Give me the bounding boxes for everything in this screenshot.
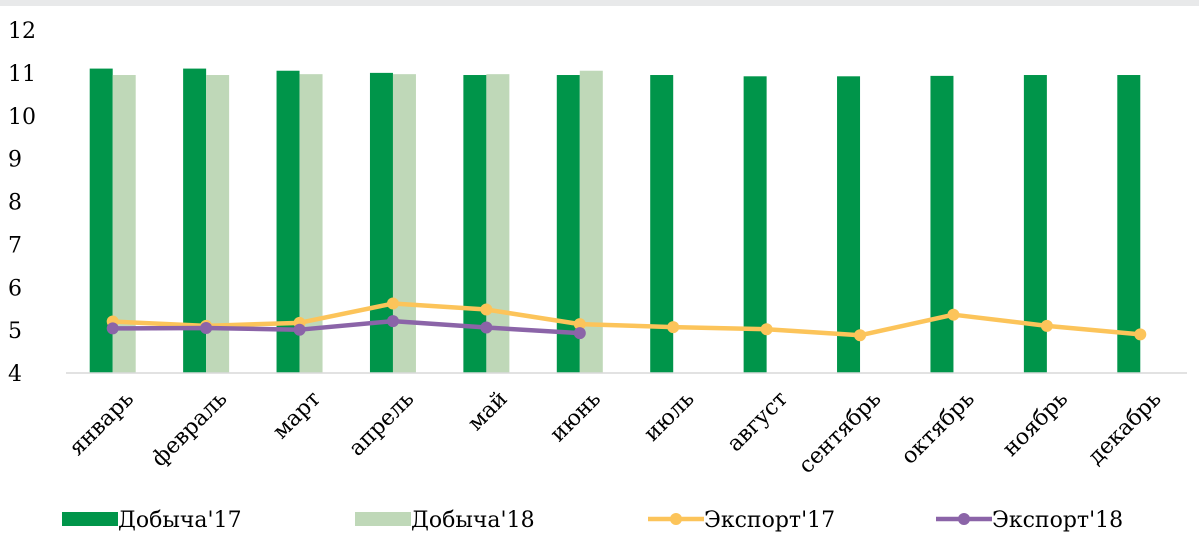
bar-dobycha17 <box>89 68 113 374</box>
bar-dobycha17 <box>276 70 300 373</box>
y-tick-label: 4 <box>8 362 22 387</box>
x-category-label: июнь <box>546 387 606 447</box>
bar-dobycha17 <box>183 68 207 374</box>
x-category-label: сентябрь <box>794 387 886 479</box>
bar-dobycha17 <box>837 76 861 374</box>
line-point <box>293 323 306 336</box>
series-line-eksport17 <box>110 301 1143 338</box>
x-category-label: январь <box>65 387 139 461</box>
legend-marker <box>958 513 970 525</box>
bar-dobycha18 <box>206 75 230 374</box>
line-point <box>573 327 586 340</box>
bar-dobycha17 <box>1117 75 1141 374</box>
bar-dobycha17 <box>556 75 580 374</box>
bar-dobycha17 <box>369 72 393 373</box>
line-point <box>1134 328 1147 341</box>
x-category-label: апрель <box>344 387 419 462</box>
legend-label: Добыча'18 <box>411 508 535 533</box>
line-point <box>480 321 493 334</box>
lines <box>106 297 1147 342</box>
bar-dobycha18 <box>299 74 323 373</box>
legend-label: Экспорт'17 <box>704 508 835 533</box>
line-point <box>386 297 399 310</box>
line-point <box>386 315 399 328</box>
x-category-label: июль <box>640 387 700 447</box>
bar-dobycha17 <box>463 75 487 374</box>
y-tick-label: 5 <box>8 319 22 344</box>
line-point <box>1040 319 1053 332</box>
x-category-label: август <box>723 387 793 457</box>
legend-label: Добыча'17 <box>118 508 242 533</box>
x-category-label: февраль <box>147 387 232 472</box>
bar-dobycha18 <box>392 74 416 373</box>
x-category-label: май <box>463 387 512 436</box>
legend-swatch <box>355 512 411 526</box>
line-point <box>573 318 586 331</box>
bar-dobycha17 <box>930 75 954 373</box>
y-tick-label: 8 <box>8 191 22 216</box>
line-point <box>667 321 680 334</box>
y-tick-label: 6 <box>8 276 22 301</box>
line-point <box>760 323 773 336</box>
line-point <box>947 308 960 321</box>
bar-dobycha18 <box>112 75 136 374</box>
y-tick-label: 9 <box>8 148 22 173</box>
line-point <box>106 322 119 335</box>
top-border <box>0 0 1199 6</box>
line-point <box>854 329 867 342</box>
bar-dobycha18 <box>579 70 603 373</box>
bar-dobycha17 <box>650 75 674 374</box>
legend-label: Экспорт'18 <box>992 508 1123 533</box>
x-category-label: ноябрь <box>998 387 1073 462</box>
y-tick-label: 11 <box>8 62 36 87</box>
x-category-label: октябрь <box>897 387 980 470</box>
legend-marker <box>670 513 682 525</box>
legend-swatch <box>62 512 118 526</box>
bar-dobycha17 <box>743 76 767 374</box>
x-axis-labels: январь февраль март апрель май июнь июль август… <box>65 387 1167 479</box>
line-point <box>480 303 493 316</box>
y-tick-label: 7 <box>8 233 22 258</box>
bar-dobycha18 <box>486 74 510 373</box>
y-axis-ticks: 4 5 6 7 8 9 10 11 12 <box>8 19 36 387</box>
series-line-eksport18 <box>110 318 583 336</box>
bars <box>89 68 1141 374</box>
x-category-label: декабрь <box>1083 387 1166 470</box>
y-tick-label: 12 <box>8 19 36 44</box>
legend: Добыча'17 Добыча'18 Экспорт'17 Экспорт'18 <box>62 508 1123 533</box>
x-category-label: март <box>268 387 326 445</box>
y-tick-label: 10 <box>8 105 36 130</box>
bar-dobycha17 <box>1023 75 1047 374</box>
line-point <box>200 321 213 334</box>
